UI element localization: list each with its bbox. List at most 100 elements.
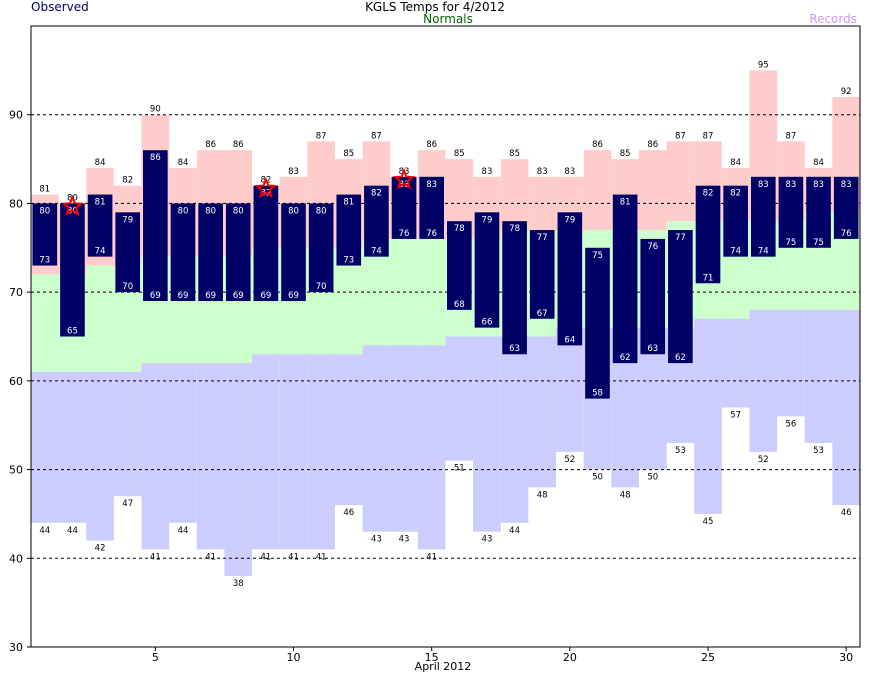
record-high-label-day-18: 85 [509,149,520,159]
record-low-band-day-3 [86,371,114,541]
observed-bar-day-23 [640,238,666,355]
y-tick-label-90: 90 [9,109,23,122]
legend-records: Records [809,12,857,26]
record-high-band-day-21 [583,150,612,231]
record-star-day-14 [392,168,416,190]
observed-high-label-day-22: 81 [620,198,631,208]
record-high-band-day-23 [638,150,667,231]
record-high-label-day-7: 86 [205,140,216,150]
observed-high-label-day-15: 83 [426,180,437,190]
record-low-label-day-26: 57 [730,410,741,420]
observed-bar-day-6 [170,203,196,302]
record-high-label-day-6: 84 [178,158,189,168]
observed-bar-day-19 [529,230,555,319]
observed-high-label-day-10: 80 [288,206,299,216]
observed-bar-day-10 [281,203,306,302]
plot-frame [30,25,861,648]
record-high-label-day-11: 87 [316,131,327,141]
record-high-label-day-25: 87 [703,131,714,141]
observed-high-label-day-29: 83 [813,180,824,190]
observed-bar-day-7 [198,203,223,302]
record-low-band-day-26 [721,318,750,408]
record-high-label-day-12: 85 [343,149,354,159]
record-low-label-day-23: 50 [647,473,658,483]
observed-bar-day-24 [668,230,693,364]
observed-bar-day-27 [750,176,776,257]
record-low-band-day-29 [804,309,833,443]
observed-bar-day-2 [60,203,85,337]
x-axis-label: April 2012 [414,660,472,673]
record-low-band-day-4 [113,371,142,497]
record-low-band-day-20 [556,327,584,452]
observed-low-label-day-27: 74 [758,247,769,257]
observed-bar-day-9 [253,185,279,302]
record-low-label-day-19: 48 [537,490,548,500]
observed-high-label-day-11: 80 [316,206,327,216]
observed-high-label-day-24: 77 [675,233,686,243]
legend-normals: Normals [423,12,473,26]
observed-high-label-day-5: 86 [150,153,161,163]
observed-bar-day-26 [723,185,748,257]
observed-bar-day-18 [502,221,527,355]
record-high-label-day-8: 86 [233,140,244,150]
record-low-band-day-11 [307,354,335,550]
record-low-label-day-5: 41 [150,552,161,562]
record-low-band-day-13 [362,345,391,532]
observed-bar-day-25 [695,185,721,284]
observed-low-label-day-17: 66 [482,318,493,328]
observed-low-label-day-22: 62 [620,353,631,363]
record-low-label-day-18: 44 [509,526,520,536]
observed-low-label-day-19: 67 [537,309,548,319]
observed-low-label-day-13: 74 [371,247,382,257]
record-high-label-day-15: 86 [426,140,437,150]
observed-bar-day-14 [391,176,417,239]
record-low-band-day-25 [694,318,722,514]
observed-bar-day-3 [87,194,113,257]
record-star-day-2 [61,194,84,216]
record-high-label-day-27: 95 [758,60,769,70]
record-low-label-day-2: 44 [67,526,78,536]
y-tick-label-80: 80 [9,197,23,210]
record-high-label-day-17: 83 [482,167,493,177]
observed-high-label-day-18: 78 [509,224,520,234]
observed-low-label-day-30: 76 [841,229,852,239]
record-high-band-day-18 [500,159,529,231]
normal-band-day-3 [86,265,114,372]
record-high-label-day-28: 87 [786,131,797,141]
observed-high-label-day-4: 79 [122,215,133,225]
observed-bar-day-15 [419,176,444,239]
observed-low-label-day-8: 69 [233,291,244,301]
observed-high-label-day-21: 75 [592,251,603,261]
observed-low-label-day-29: 75 [813,238,824,248]
record-low-label-day-24: 53 [675,446,686,456]
record-low-label-day-28: 56 [786,419,797,429]
x-tick-label-25: 25 [701,651,715,664]
record-low-band-day-18 [500,336,529,523]
record-low-band-day-6 [169,363,197,523]
observed-high-label-day-16: 78 [454,224,465,234]
observed-high-label-day-6: 80 [178,206,189,216]
record-low-band-day-16 [445,336,474,461]
record-low-label-day-14: 43 [399,535,410,545]
record-high-label-day-23: 86 [647,140,658,150]
record-low-label-day-30: 46 [841,508,852,518]
observed-low-label-day-10: 69 [288,291,299,301]
record-low-label-day-20: 52 [564,455,575,465]
record-high-label-day-20: 83 [564,167,575,177]
observed-high-label-day-12: 81 [343,198,354,208]
observed-bar-day-4 [115,212,141,293]
observed-high-label-day-7: 80 [205,206,216,216]
record-low-label-day-22: 48 [620,490,631,500]
record-low-label-day-11: 41 [316,552,327,562]
record-high-label-day-10: 83 [288,167,299,177]
record-low-label-day-17: 43 [482,535,493,545]
record-low-band-day-28 [777,309,805,417]
record-low-band-day-2 [58,371,87,523]
legend-observed: Observed [31,0,89,14]
observed-bar-day-1 [32,203,58,266]
record-star-day-9 [254,177,277,199]
observed-low-label-day-28: 75 [786,238,797,248]
observed-low-label-day-14: 76 [399,229,410,239]
